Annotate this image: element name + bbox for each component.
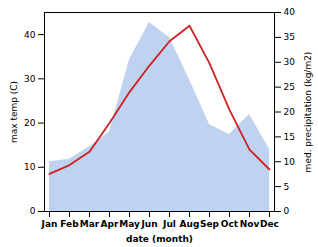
svg-text:date (month): date (month) — [126, 234, 193, 244]
svg-text:Dec: Dec — [260, 219, 279, 229]
svg-text:Feb: Feb — [60, 219, 79, 229]
svg-text:Jun: Jun — [140, 219, 157, 229]
svg-text:Oct: Oct — [221, 219, 239, 229]
svg-text:Aug: Aug — [180, 219, 200, 229]
svg-text:30: 30 — [284, 57, 296, 67]
svg-text:15: 15 — [284, 132, 295, 142]
svg-text:Apr: Apr — [101, 219, 119, 229]
svg-text:Sep: Sep — [200, 219, 220, 229]
svg-text:25: 25 — [284, 82, 295, 92]
svg-text:0: 0 — [284, 206, 290, 216]
svg-text:10: 10 — [284, 157, 296, 167]
svg-text:20: 20 — [284, 107, 296, 117]
svg-text:Mar: Mar — [80, 219, 100, 229]
svg-text:30: 30 — [24, 74, 36, 84]
svg-text:10: 10 — [24, 162, 36, 172]
svg-text:35: 35 — [284, 32, 295, 42]
svg-text:Nov: Nov — [240, 219, 260, 229]
svg-text:20: 20 — [24, 118, 36, 128]
svg-text:40: 40 — [284, 7, 296, 17]
svg-text:0: 0 — [30, 206, 36, 216]
svg-text:May: May — [119, 219, 140, 229]
svg-text:5: 5 — [284, 182, 290, 192]
svg-text:Jul: Jul — [162, 219, 176, 229]
svg-text:40: 40 — [24, 29, 36, 39]
svg-text:med. precipitation (kg/m2): med. precipitation (kg/m2) — [303, 52, 313, 173]
svg-text:Jan: Jan — [41, 219, 58, 229]
svg-text:max temp (C): max temp (C) — [9, 81, 19, 143]
